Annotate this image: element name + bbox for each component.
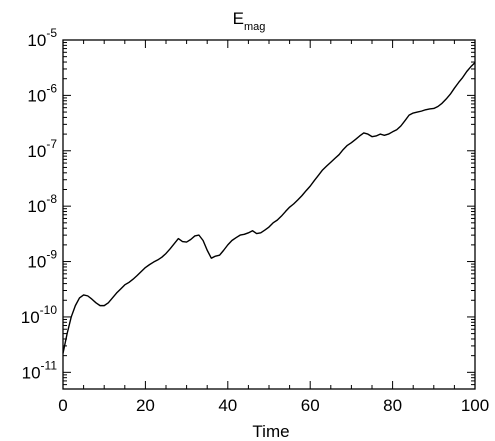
- y-tick-label: 10-7: [27, 137, 57, 161]
- plot-border: [62, 39, 476, 390]
- x-tick-label: 40: [218, 396, 237, 415]
- x-tick-label: 80: [383, 396, 402, 415]
- y-axis-ticks: 10-11 10-10 10-9 10-8 10-7 10-6 10-5: [21, 26, 475, 390]
- chart-title-subscript: mag: [244, 21, 265, 33]
- y-tick-label: 10-5: [27, 26, 57, 50]
- series-group: [62, 62, 476, 354]
- plot-frame: [62, 39, 476, 390]
- y-tick-label: 10-6: [27, 81, 57, 105]
- x-tick-label: 0: [58, 396, 67, 415]
- x-tick-label: 60: [301, 396, 320, 415]
- x-axis-ticks: 0 20 40 60 80 100: [58, 40, 489, 415]
- chart-title-main: E: [233, 9, 244, 28]
- y-tick-label: 10-9: [27, 248, 57, 272]
- y-tick-label: 10-8: [27, 192, 57, 216]
- chart-title: Emag: [233, 9, 266, 33]
- x-tick-label: 20: [136, 396, 155, 415]
- x-axis-label: Time: [252, 422, 289, 441]
- y-tick-label: 10-11: [22, 358, 58, 382]
- series-line: [62, 62, 476, 354]
- x-tick-label: 100: [461, 396, 489, 415]
- y-tick-label: 10-10: [21, 303, 58, 327]
